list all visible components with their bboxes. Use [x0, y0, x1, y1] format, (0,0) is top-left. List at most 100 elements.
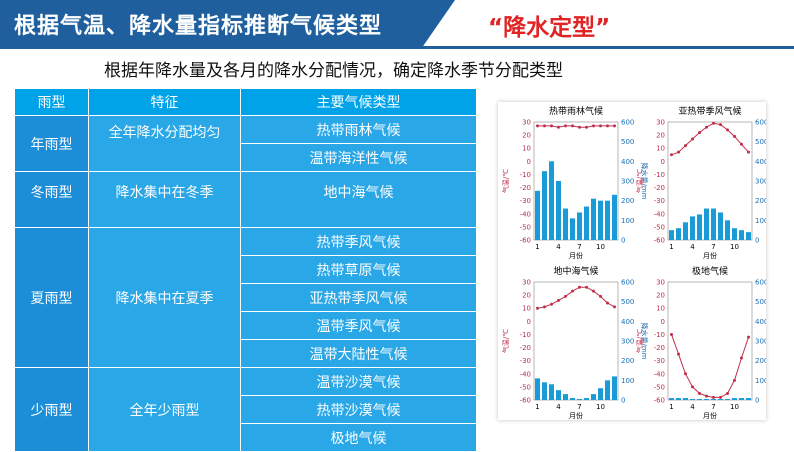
temperature-point: [606, 124, 609, 128]
title-banner: [0, 0, 455, 46]
temp-tick-label: 0: [661, 158, 665, 166]
precip-bar: [745, 232, 752, 240]
x-tick-label: 1: [669, 243, 673, 251]
feature-cell: 降水集中在冬季: [88, 171, 241, 228]
precip-bar: [731, 228, 738, 240]
precip-tick-label: 500: [621, 138, 634, 146]
precip-tick-label: 400: [621, 158, 634, 166]
temp-tick-label: 10: [522, 305, 531, 313]
x-tick-label: 10: [596, 243, 605, 251]
climate-cell: 地中海气候: [240, 171, 477, 228]
tag-label: “降水定型”: [488, 15, 611, 41]
temperature-point: [613, 124, 616, 128]
table-row: 温带季风气候: [15, 311, 477, 340]
rain-type-cell: 少雨型: [14, 367, 89, 452]
precip-bar: [604, 200, 611, 240]
temperature-point: [698, 391, 701, 395]
temp-tick-label: 10: [522, 145, 531, 153]
temperature-point: [557, 125, 560, 129]
chart-title: 亚热带季风气候: [678, 105, 741, 117]
precip-tick-label: 100: [621, 217, 634, 225]
precip-bar: [668, 398, 675, 400]
precip-bar: [668, 230, 675, 240]
temp-tick-label: -20: [520, 184, 531, 192]
table-row: 热带沙漠气候: [15, 395, 477, 424]
precip-bar: [590, 394, 597, 400]
precip-tick-label: 0: [621, 237, 625, 245]
temperature-point: [677, 352, 680, 356]
precip-tick-label: 500: [621, 298, 634, 306]
x-axis-label: 月份: [569, 411, 583, 420]
precip-tick-label: 200: [621, 357, 634, 365]
table-row: 冬雨型 降水集中在冬季 地中海气候: [14, 171, 477, 228]
temperature-point: [719, 395, 722, 399]
temp-tick-label: -30: [654, 197, 665, 205]
temp-tick-label: 0: [527, 318, 531, 326]
precip-tick-label: 300: [621, 178, 634, 186]
precip-bar: [569, 218, 576, 240]
x-tick-label: 1: [669, 403, 673, 411]
precip-tick-label: 100: [621, 377, 634, 385]
temperature-point: [705, 394, 708, 398]
precip-bar: [738, 398, 745, 400]
temperature-point: [564, 124, 567, 128]
temperature-point: [691, 137, 694, 141]
temperature-point: [670, 332, 673, 336]
x-tick-label: 7: [711, 403, 715, 411]
temp-tick-label: -20: [654, 344, 665, 352]
temp-tick-label: -60: [520, 397, 531, 405]
temperature-point: [726, 128, 729, 132]
precip-bar: [569, 398, 576, 400]
precip-tick-label: 0: [755, 397, 759, 405]
precip-bar: [541, 171, 548, 240]
table-row: 温带大陆性气候: [15, 339, 477, 368]
temp-tick-label: 0: [661, 318, 665, 326]
precip-tick-label: 100: [755, 217, 766, 225]
temp-tick-label: -50: [654, 383, 665, 391]
temp-tick-label: 10: [656, 145, 665, 153]
precip-bar: [583, 206, 590, 240]
precip-bar: [682, 222, 689, 240]
x-tick-label: 7: [577, 243, 581, 251]
precip-tick-label: 200: [621, 197, 634, 205]
temperature-point: [684, 144, 687, 148]
temperature-point: [733, 134, 736, 138]
temperature-point: [536, 124, 539, 128]
precip-tick-label: 200: [755, 197, 766, 205]
precip-bar: [611, 194, 618, 240]
temp-tick-label: 30: [522, 119, 531, 127]
temp-tick-label: -20: [654, 184, 665, 192]
temperature-point: [550, 302, 553, 306]
precip-bar: [689, 216, 696, 240]
temp-tick-label: -50: [520, 383, 531, 391]
climate-chart: 亚热带季风气候3020100-10-20-30-40-50-6060050040…: [635, 105, 766, 260]
precip-tick-label: 0: [621, 397, 625, 405]
temp-tick-label: -10: [654, 171, 665, 179]
precip-tick-label: 200: [755, 357, 766, 365]
x-tick-label: 4: [556, 403, 561, 411]
climate-cell: 热带沙漠气候: [240, 395, 477, 424]
temp-tick-label: -10: [654, 331, 665, 339]
precip-bar: [738, 230, 745, 240]
rain-type-cell: 冬雨型: [14, 171, 89, 228]
precip-bar: [597, 200, 604, 240]
y-axis-label-left: 气温/℃: [635, 169, 644, 193]
precip-bar: [696, 399, 703, 400]
climate-table: 雨型 特征 主要气候类型 年雨型 全年降水分配均匀 热带雨林气候 温带海洋性气候…: [14, 88, 477, 452]
precip-bar: [555, 390, 562, 400]
temperature-line: [537, 286, 615, 309]
precip-bar: [534, 378, 541, 400]
temp-tick-label: 30: [522, 279, 531, 287]
precip-bar: [703, 399, 710, 400]
header-climate-types: 主要气候类型: [240, 88, 477, 116]
precip-bar: [717, 399, 724, 400]
header-rain-type: 雨型: [14, 88, 89, 116]
precip-bar: [710, 208, 717, 240]
precip-bar: [675, 228, 682, 240]
temperature-point: [578, 125, 581, 129]
precip-tick-label: 600: [755, 119, 766, 127]
x-tick-label: 4: [690, 243, 695, 251]
precip-bar: [604, 380, 611, 400]
page-title: 根据气温、降水量指标推断气候类型: [14, 14, 383, 39]
temperature-point: [599, 124, 602, 128]
